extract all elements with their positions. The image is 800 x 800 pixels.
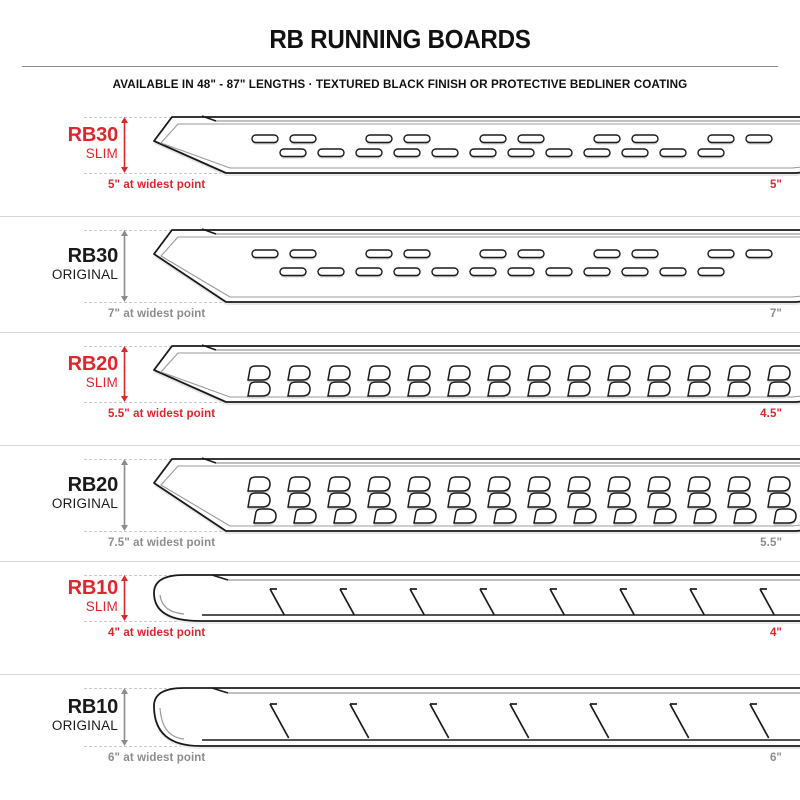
height-caption: 5.5" bbox=[760, 537, 782, 549]
product-model: RB10 bbox=[67, 696, 119, 718]
product-label: RB20 SLIM bbox=[0, 353, 119, 391]
product-row: RB30 SLIM 5" at widest point 5" bbox=[0, 103, 800, 216]
running-board-illustration bbox=[140, 342, 800, 412]
product-row: RB10 SLIM 4" at widest point 4" bbox=[0, 561, 800, 674]
product-model: RB30 bbox=[67, 124, 119, 146]
product-row: RB20 ORIGINAL 7.5" at widest point 5.5" bbox=[0, 445, 800, 561]
product-model: RB30 bbox=[67, 245, 119, 267]
product-variant: ORIGINAL bbox=[51, 718, 118, 733]
width-dimension-arrow bbox=[118, 575, 131, 621]
width-caption: 5" at widest point bbox=[108, 179, 206, 191]
product-variant: SLIM bbox=[85, 375, 118, 390]
product-rows: RB30 SLIM 5" at widest point 5" RB30 ORIGINAL… bbox=[0, 103, 800, 790]
product-label: RB10 ORIGINAL bbox=[0, 697, 118, 734]
product-variant: SLIM bbox=[85, 599, 118, 614]
page-header: RB RUNNING BOARDS AVAILABLE IN 48" - 87"… bbox=[0, 0, 800, 91]
header-divider bbox=[22, 66, 778, 67]
row-divider bbox=[0, 561, 800, 562]
width-caption: 6" at widest point bbox=[108, 752, 206, 764]
product-model: RB20 bbox=[67, 353, 119, 375]
running-board-illustration bbox=[140, 455, 800, 541]
height-caption: 4" bbox=[769, 627, 782, 639]
product-variant: ORIGINAL bbox=[51, 267, 118, 282]
product-variant: ORIGINAL bbox=[51, 496, 118, 511]
width-caption: 7" at widest point bbox=[108, 308, 206, 320]
product-row: RB10 ORIGINAL 6" at widest point 6" bbox=[0, 674, 800, 790]
width-caption: 5.5" at widest point bbox=[108, 408, 216, 420]
product-model: RB20 bbox=[67, 474, 119, 496]
height-caption: 5" bbox=[769, 179, 782, 191]
running-board-illustration bbox=[140, 226, 800, 312]
product-row: RB20 SLIM 5.5" at widest point 4.5" bbox=[0, 332, 800, 445]
page-title: RB RUNNING BOARDS bbox=[269, 24, 531, 54]
product-model: RB10 bbox=[67, 577, 119, 599]
width-dimension-arrow bbox=[118, 117, 131, 173]
height-caption: 4.5" bbox=[760, 408, 782, 420]
height-caption: 6" bbox=[769, 752, 782, 764]
width-caption: 7.5" at widest point bbox=[108, 537, 216, 549]
width-caption: 4" at widest point bbox=[108, 627, 206, 639]
product-label: RB30 SLIM bbox=[0, 124, 119, 162]
row-divider bbox=[0, 332, 800, 333]
width-dimension-arrow bbox=[118, 688, 131, 746]
width-dimension-arrow bbox=[118, 346, 131, 402]
product-variant: SLIM bbox=[85, 146, 118, 161]
row-divider bbox=[0, 216, 800, 217]
header-subtitle: AVAILABLE IN 48" - 87" LENGTHS · TEXTURE… bbox=[112, 77, 688, 91]
product-label: RB30 ORIGINAL bbox=[0, 246, 118, 283]
running-board-illustration bbox=[140, 113, 800, 183]
row-divider bbox=[0, 445, 800, 446]
width-dimension-arrow bbox=[118, 230, 131, 302]
product-row: RB30 ORIGINAL 7" at widest point 7" bbox=[0, 216, 800, 332]
width-dimension-arrow bbox=[118, 459, 131, 531]
running-board-illustration bbox=[140, 571, 800, 631]
running-board-illustration bbox=[140, 684, 800, 756]
product-label: RB10 SLIM bbox=[0, 577, 119, 615]
row-divider bbox=[0, 674, 800, 675]
height-caption: 7" bbox=[769, 308, 782, 320]
product-label: RB20 ORIGINAL bbox=[0, 475, 118, 512]
